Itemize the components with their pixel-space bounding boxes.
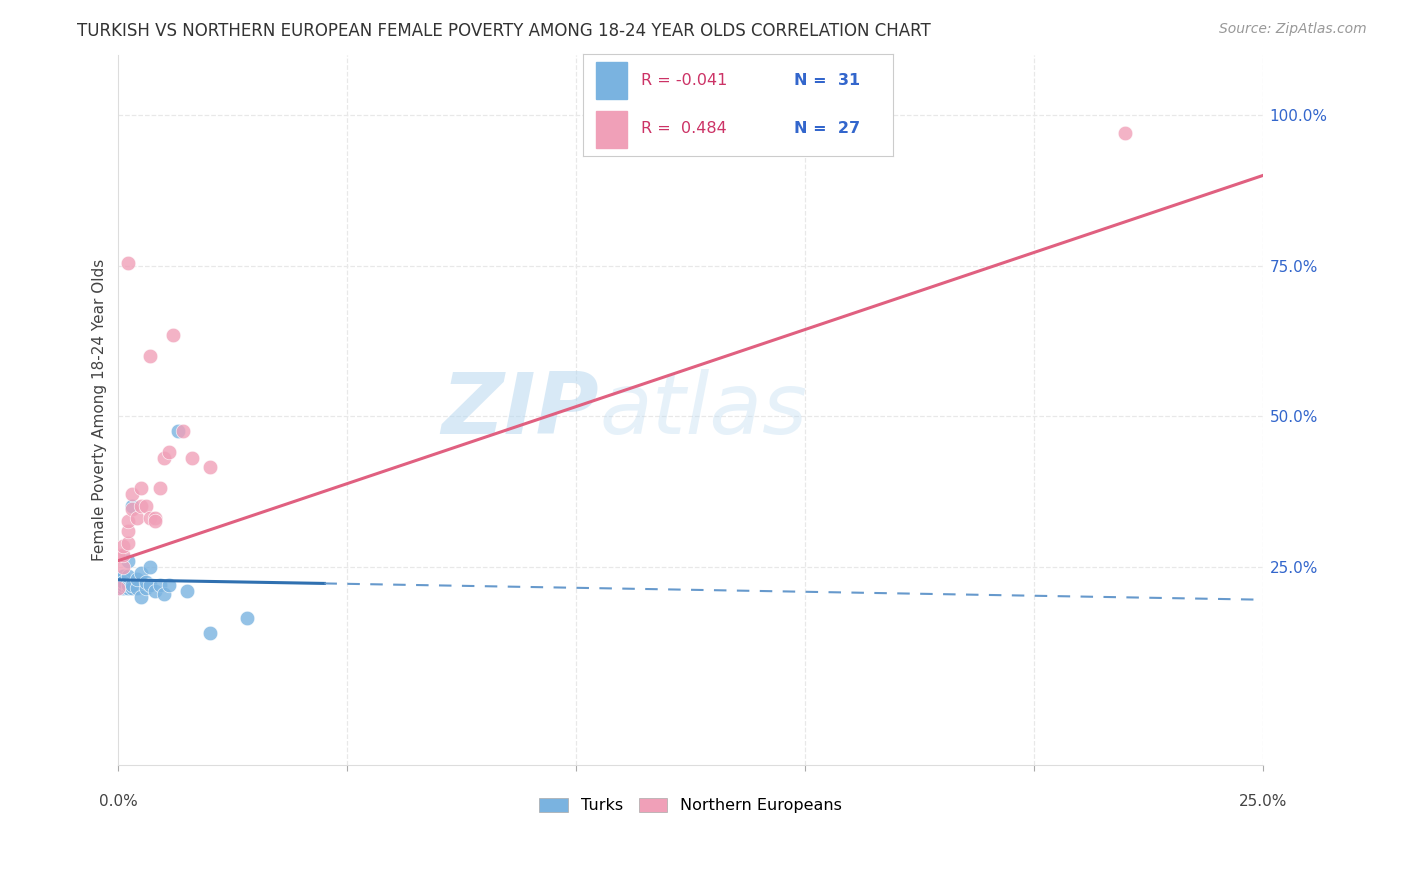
Point [117, 256, 139, 270]
Point [198, 625, 221, 640]
Point [111, 548, 134, 562]
Point [235, 611, 257, 625]
Point [139, 349, 162, 363]
Point [107, 572, 129, 586]
Y-axis label: Female Poverty Among 18-24 Year Olds: Female Poverty Among 18-24 Year Olds [93, 259, 107, 561]
Point [157, 445, 180, 459]
Point [172, 424, 194, 438]
Point [125, 511, 148, 525]
Point [198, 460, 221, 475]
Point [131, 500, 153, 514]
Legend: Turks, Northern Europeans: Turks, Northern Europeans [531, 789, 851, 822]
Point [153, 451, 176, 466]
Point [121, 581, 143, 595]
Point [143, 583, 166, 598]
Point [167, 424, 190, 438]
Point [111, 581, 134, 595]
Bar [596, 62, 627, 99]
Point [131, 482, 153, 496]
Point [149, 577, 172, 591]
Point [117, 535, 139, 549]
Text: R = -0.041: R = -0.041 [641, 72, 727, 87]
Point [107, 548, 129, 562]
Point [121, 487, 143, 501]
Point [111, 577, 134, 591]
Point [157, 577, 180, 591]
Point [1114, 127, 1136, 141]
Point [111, 574, 134, 589]
Point [135, 500, 157, 514]
Point [111, 568, 134, 582]
Point [107, 574, 129, 589]
Text: TURKISH VS NORTHERN EUROPEAN FEMALE POVERTY AMONG 18-24 YEAR OLDS CORRELATION CH: TURKISH VS NORTHERN EUROPEAN FEMALE POVE… [77, 22, 931, 40]
Point [131, 566, 153, 580]
Point [117, 568, 139, 582]
Point [139, 511, 162, 525]
Text: N =  27: N = 27 [794, 121, 860, 136]
Point [125, 572, 148, 586]
Point [131, 590, 153, 604]
Text: 0.0%: 0.0% [98, 794, 138, 808]
Text: ZIP: ZIP [441, 368, 599, 451]
Point [176, 583, 198, 598]
Point [135, 574, 157, 589]
Bar [596, 111, 627, 148]
Point [107, 581, 129, 595]
Point [121, 502, 143, 516]
Point [121, 577, 143, 591]
Point [143, 515, 166, 529]
Point [153, 587, 176, 601]
Point [117, 577, 139, 591]
Point [107, 581, 129, 595]
Point [111, 539, 134, 553]
Text: 25.0%: 25.0% [1239, 794, 1286, 808]
Point [117, 553, 139, 567]
Point [125, 581, 148, 595]
Text: N =  31: N = 31 [794, 72, 860, 87]
Point [121, 500, 143, 514]
Point [107, 581, 129, 595]
Point [117, 524, 139, 538]
Point [111, 559, 134, 574]
Point [162, 328, 184, 343]
Point [180, 451, 202, 466]
Point [117, 515, 139, 529]
Point [139, 559, 162, 574]
Point [135, 581, 157, 595]
Point [117, 581, 139, 595]
Text: R =  0.484: R = 0.484 [641, 121, 727, 136]
Point [143, 511, 166, 525]
Point [139, 577, 162, 591]
Point [149, 482, 172, 496]
Text: Source: ZipAtlas.com: Source: ZipAtlas.com [1219, 22, 1367, 37]
Text: atlas: atlas [599, 368, 807, 451]
